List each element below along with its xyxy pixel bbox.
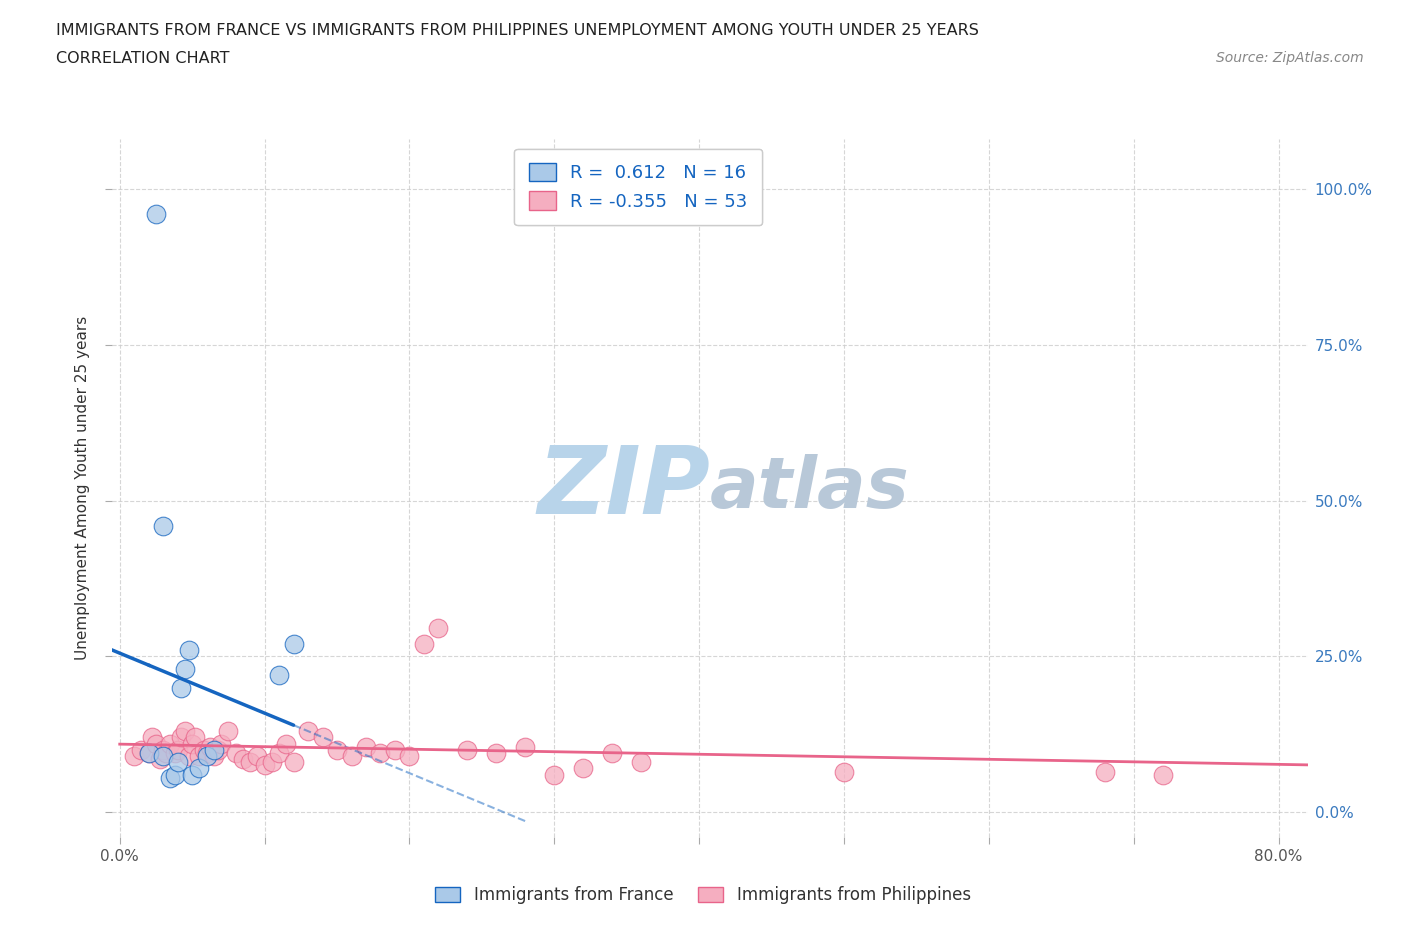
Point <box>174 661 197 676</box>
Point <box>340 749 363 764</box>
Point <box>163 746 186 761</box>
Point <box>543 767 565 782</box>
Point <box>427 621 450 636</box>
Point <box>209 737 232 751</box>
Point <box>267 668 290 683</box>
Point <box>141 730 163 745</box>
Point <box>225 746 247 761</box>
Point <box>485 746 508 761</box>
Point <box>202 742 225 757</box>
Point <box>456 742 478 757</box>
Point <box>202 749 225 764</box>
Point <box>1094 764 1116 779</box>
Point <box>174 724 197 738</box>
Point <box>155 746 177 761</box>
Legend: Immigrants from France, Immigrants from Philippines: Immigrants from France, Immigrants from … <box>427 878 979 912</box>
Point <box>181 767 204 782</box>
Point <box>181 737 204 751</box>
Point <box>159 770 181 785</box>
Point <box>267 746 290 761</box>
Point <box>152 518 174 533</box>
Point <box>370 746 392 761</box>
Point <box>131 742 153 757</box>
Point <box>311 730 333 745</box>
Point <box>297 724 319 738</box>
Point <box>163 767 186 782</box>
Point <box>179 749 201 764</box>
Point <box>253 758 276 773</box>
Point <box>572 761 595 776</box>
Point <box>232 751 254 766</box>
Point <box>152 742 174 757</box>
Point <box>166 755 188 770</box>
Point <box>184 730 207 745</box>
Point <box>198 739 221 754</box>
Text: Source: ZipAtlas.com: Source: ZipAtlas.com <box>1216 51 1364 65</box>
Point <box>169 680 191 695</box>
Point <box>169 730 191 745</box>
Point <box>179 643 201 658</box>
Point <box>398 749 420 764</box>
Point <box>152 749 174 764</box>
Text: ZIP: ZIP <box>537 443 710 534</box>
Point <box>217 724 239 738</box>
Point <box>193 742 215 757</box>
Point <box>149 751 172 766</box>
Point <box>195 746 218 761</box>
Legend: R =  0.612   N = 16, R = -0.355   N = 53: R = 0.612 N = 16, R = -0.355 N = 53 <box>515 149 762 225</box>
Point <box>326 742 349 757</box>
Point <box>832 764 855 779</box>
Text: atlas: atlas <box>710 454 910 523</box>
Point <box>138 746 160 761</box>
Text: IMMIGRANTS FROM FRANCE VS IMMIGRANTS FROM PHILIPPINES UNEMPLOYMENT AMONG YOUTH U: IMMIGRANTS FROM FRANCE VS IMMIGRANTS FRO… <box>56 23 979 38</box>
Point <box>276 737 298 751</box>
Y-axis label: Unemployment Among Youth under 25 years: Unemployment Among Youth under 25 years <box>75 316 90 660</box>
Point <box>145 206 167 221</box>
Point <box>283 755 305 770</box>
Text: CORRELATION CHART: CORRELATION CHART <box>56 51 229 66</box>
Point <box>159 737 181 751</box>
Point <box>600 746 623 761</box>
Point <box>384 742 406 757</box>
Point <box>1152 767 1174 782</box>
Point <box>246 749 269 764</box>
Point <box>195 749 218 764</box>
Point <box>260 755 283 770</box>
Point <box>283 636 305 651</box>
Point <box>239 755 262 770</box>
Point <box>138 746 160 761</box>
Point <box>207 742 229 757</box>
Point <box>188 761 211 776</box>
Point <box>630 755 652 770</box>
Point <box>188 749 211 764</box>
Point <box>515 739 537 754</box>
Point <box>122 749 145 764</box>
Point <box>166 742 188 757</box>
Point <box>413 636 436 651</box>
Point <box>145 737 167 751</box>
Point <box>354 739 377 754</box>
